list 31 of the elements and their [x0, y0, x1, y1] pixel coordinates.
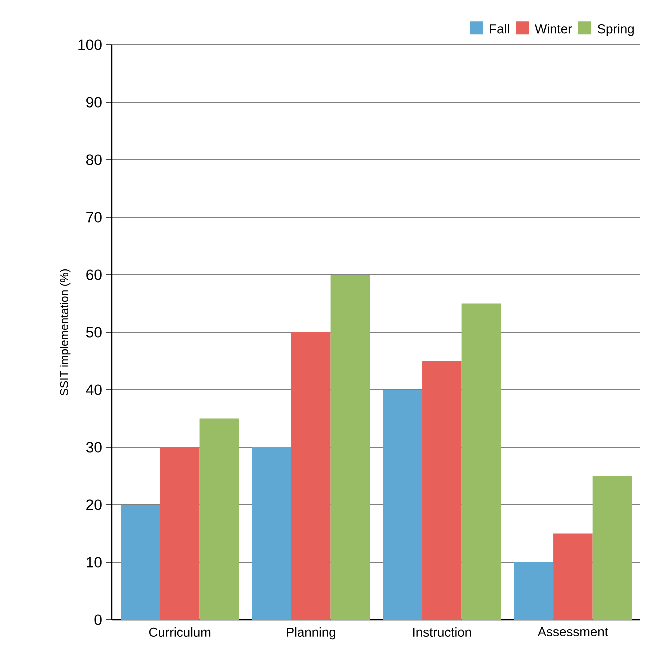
bar — [554, 534, 593, 620]
y-tick-label: 30 — [86, 442, 102, 453]
bar — [592, 476, 632, 620]
bar — [330, 274, 370, 620]
legend-label: Spring — [598, 24, 634, 36]
x-tick-label: Instruction — [413, 628, 472, 638]
y-tick-label: 20 — [86, 500, 102, 510]
y-tick-label: 70 — [86, 212, 102, 223]
y-tick-label: 10 — [86, 557, 102, 568]
bar — [383, 390, 423, 620]
y-tick-label: 100 — [78, 40, 102, 50]
legend-label: Winter — [535, 24, 572, 34]
x-tick-label: Planning — [287, 628, 336, 640]
x-tick-label: Curriculum — [149, 628, 211, 638]
bar — [422, 361, 462, 620]
bar — [462, 304, 502, 620]
bar — [252, 447, 292, 620]
bar — [291, 332, 331, 620]
legend-label: Fall — [490, 24, 510, 34]
y-tick-label: 60 — [86, 270, 102, 280]
y-axis-title: SSIT implementation (%) — [60, 270, 71, 396]
y-tick-label: 0 — [94, 614, 102, 626]
bar — [200, 418, 240, 620]
y-tick-label: 90 — [86, 97, 102, 108]
y-tick-label: 50 — [86, 327, 102, 338]
bar — [160, 447, 200, 620]
bar — [514, 562, 554, 620]
bar — [121, 504, 160, 620]
x-tick-label: Assessment — [538, 628, 608, 637]
y-tick-label: 40 — [86, 384, 102, 396]
y-tick-label: 80 — [86, 154, 102, 166]
